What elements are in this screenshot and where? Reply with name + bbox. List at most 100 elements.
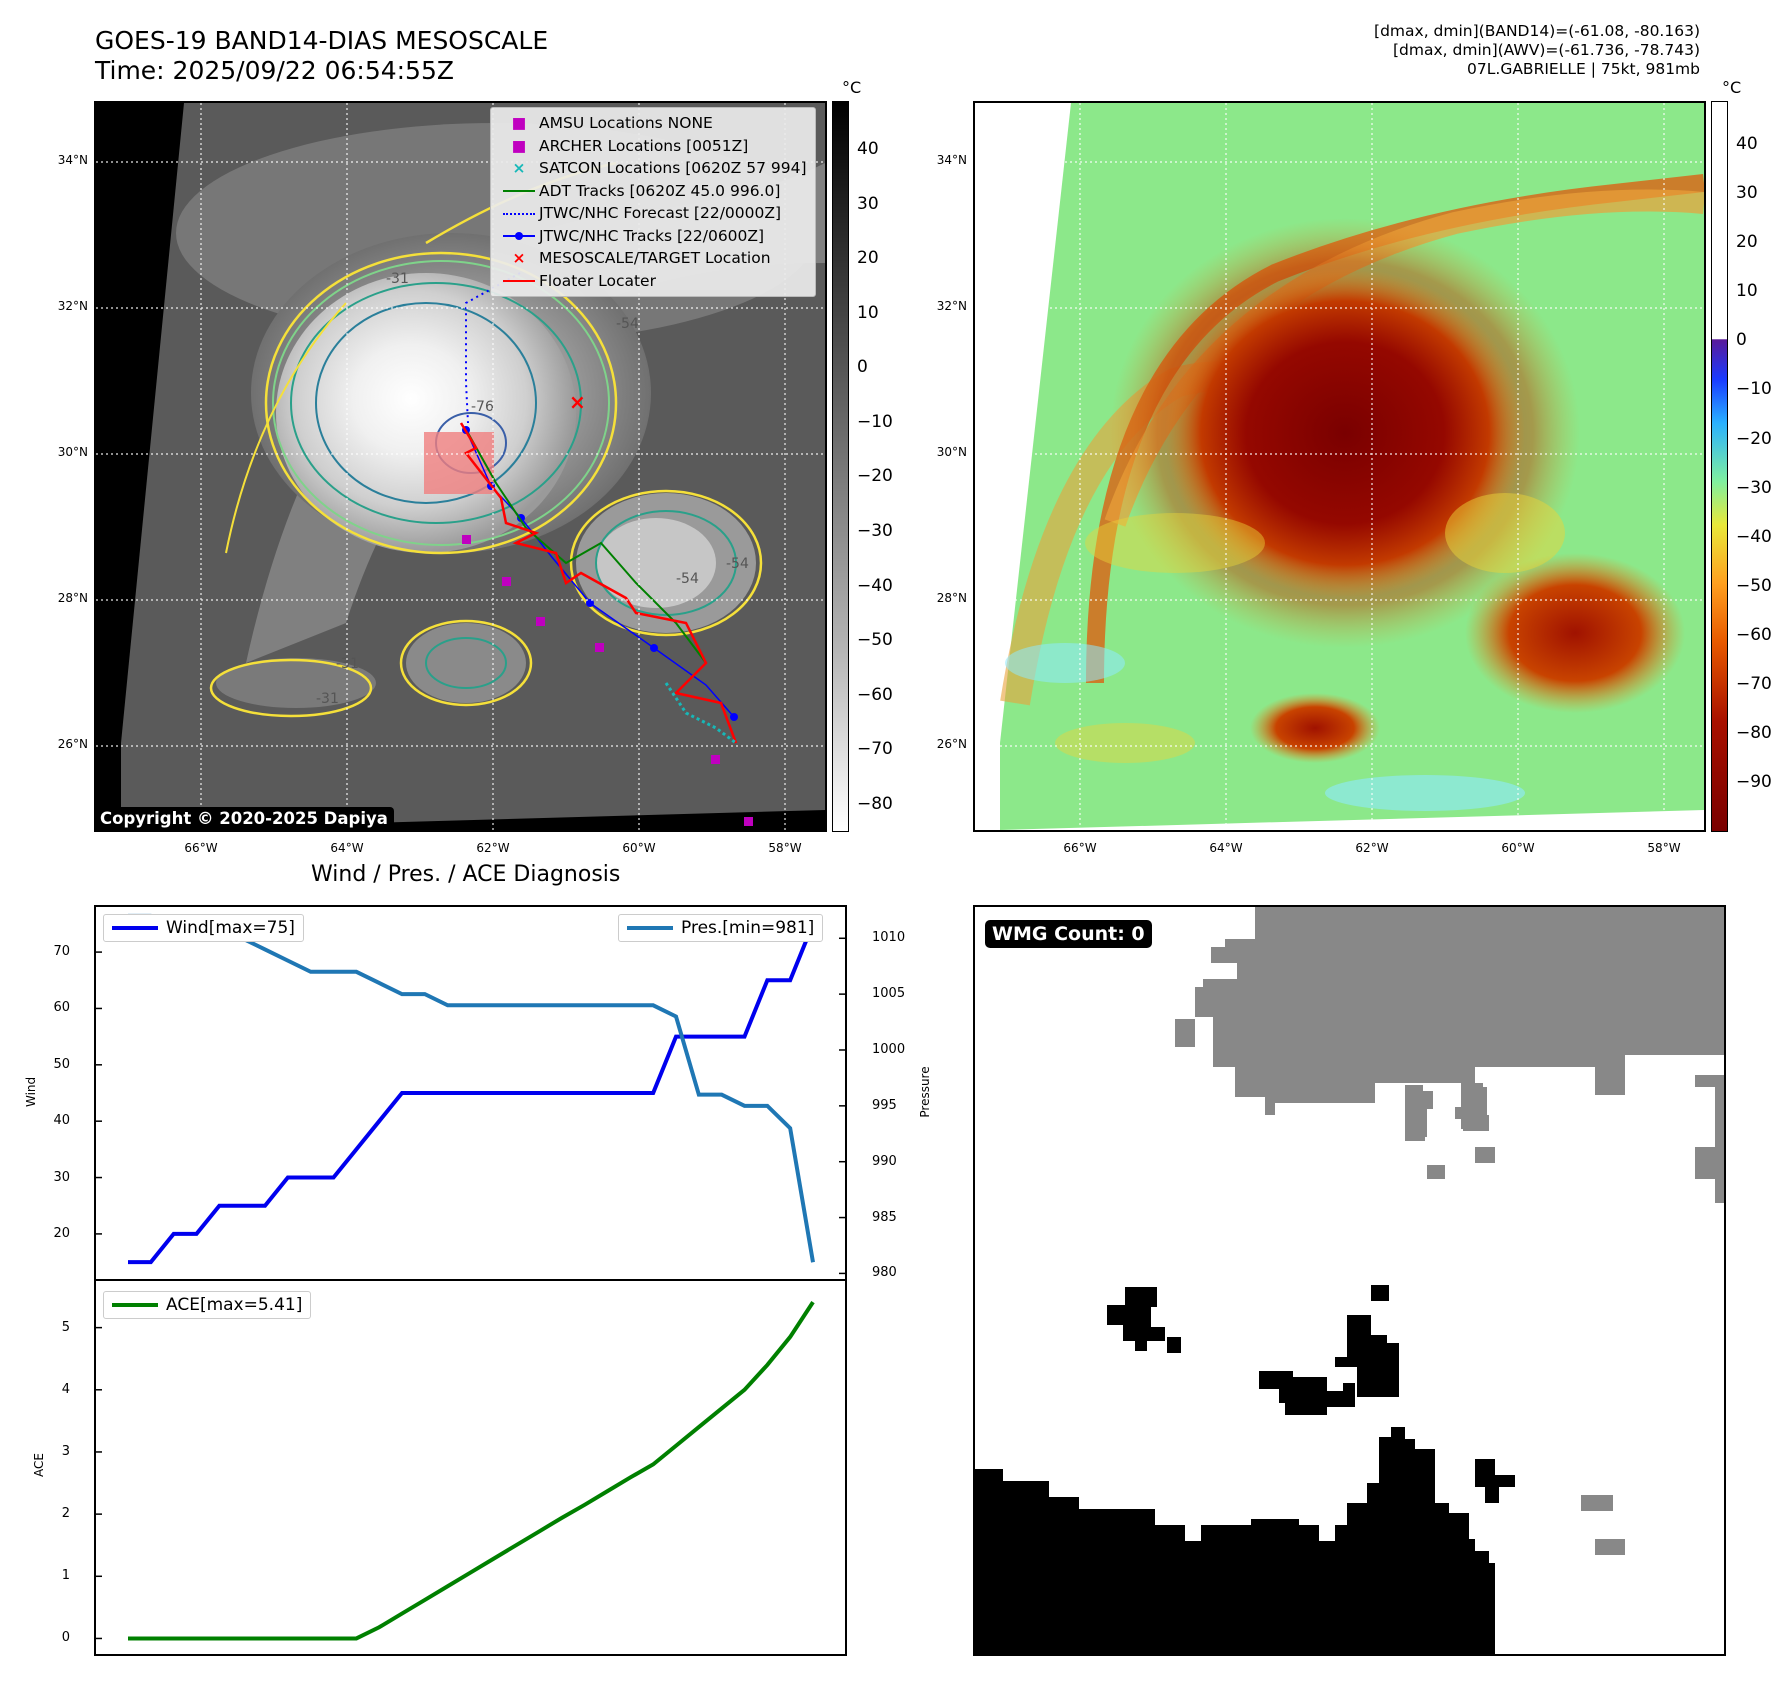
colorbar-tick: −60 [857,684,893,705]
ace-legend: ACE[max=5.41] [103,1291,312,1319]
svg-text:×: × [569,390,586,414]
colorbar-tick: 30 [857,193,879,214]
line-icon [112,1303,158,1307]
wind-pres-chart [94,905,847,1281]
floater-box [424,432,494,494]
colorbar-tick: −20 [1736,428,1772,449]
info-storm: 07L.GABRIELLE | 75kt, 981mb [1467,60,1700,78]
colorbar-tick: −20 [857,466,893,487]
legend-adt: ADT Tracks [0620Z 45.0 996.0] [499,180,807,203]
lat-label: 30°N [936,445,967,459]
diagnosis-title: Wind / Pres. / ACE Diagnosis [311,862,621,887]
colorbar-tick: −50 [1736,575,1772,596]
lon-label: 62°W [1355,841,1389,855]
ace-tick-label: 5 [61,1319,70,1335]
colorbar-tick: −60 [1736,624,1772,645]
contour-label: -54 [726,556,749,572]
legend-forecast: JTWC/NHC Forecast [22/0000Z] [499,202,807,225]
lat-label: 34°N [57,153,88,167]
lon-label: 58°W [768,841,802,855]
ace-line [128,1301,815,1641]
wmg-count-badge: WMG Count: 0 [985,920,1152,948]
lat-label: 28°N [57,591,88,605]
colorbar-unit: °C [1722,78,1742,97]
colorbar-tick: 40 [857,139,879,160]
line-icon [499,270,539,293]
info-band14: [dmax, dmin](BAND14)=(-61.08, -80.163) [1374,22,1700,40]
line-icon [112,926,158,930]
lat-label: 28°N [936,591,967,605]
wind-tick-label: 40 [53,1113,70,1129]
floater-track [459,422,738,744]
colorbar-tick: 30 [1736,183,1758,204]
lat-label: 30°N [57,445,88,459]
title-line-2: Time: 2025/09/22 06:54:55Z [95,56,454,85]
x-marker-icon: × [512,249,526,267]
legend-mesoscale: × MESOSCALE/TARGET Location [499,247,807,270]
pressure-tick-label: 990 [872,1153,897,1169]
legend-floater: Floater Locater [499,270,807,293]
lat-label: 32°N [936,299,967,313]
dotted-line-icon [499,202,539,225]
lon-label: 66°W [1063,841,1097,855]
colorbar-tick: −90 [1736,771,1772,792]
pressure-tick-label: 980 [872,1265,897,1281]
pressure-line [128,913,815,1263]
ace-tick-label: 2 [61,1506,70,1522]
colorbar-tick: −10 [857,411,893,432]
ace-svg [96,1301,815,1641]
colorbar-tick: 20 [1736,232,1758,253]
lat-label: 26°N [57,737,88,751]
lon-label: 62°W [476,841,510,855]
colorbar-tick: −30 [1736,477,1772,498]
colorbar-tick: −70 [1736,673,1772,694]
colorbar-tick: 0 [857,357,868,378]
ace-tick-label: 0 [61,1630,70,1646]
colorbar-tick: −10 [1736,379,1772,400]
contour-label: -54 [676,571,699,587]
wind-tick-label: 30 [53,1169,70,1185]
pressure-tick-label: 1010 [872,930,906,946]
pressure-tick-label: 1005 [872,986,906,1002]
colorbar-tick: −70 [857,739,893,760]
colorbar-tick: 40 [1736,134,1758,155]
wind-tick-label: 60 [53,1000,70,1016]
lon-label: 64°W [330,841,364,855]
legend-amsu: ■ AMSU Locations NONE [499,112,807,135]
map-legend: ■ AMSU Locations NONE ■ ARCHER Locations [… [490,107,816,297]
colorbar-unit: °C [842,78,862,97]
page-title: GOES-19 BAND14-DIAS MESOSCALE Time: 2025… [95,26,548,86]
wind-tick-label: 50 [53,1056,70,1072]
lon-label: 60°W [1501,841,1535,855]
lat-label: 26°N [936,737,967,751]
wind-tick-label: 70 [53,944,70,960]
wind-ylabel: Wind [24,1076,38,1107]
title-line-1: GOES-19 BAND14-DIAS MESOSCALE [95,26,549,55]
storm-info: [dmax, dmin](BAND14)=(-61.08, -80.163) [… [1374,22,1700,79]
lon-label: 64°W [1209,841,1243,855]
legend-satcon: × SATCON Locations [0620Z 57 994] [499,157,807,180]
ace-chart [94,1279,847,1656]
ace-tick-label: 1 [61,1568,70,1584]
dot-line-icon [499,225,539,248]
wind-line [128,923,815,1265]
wmg-panel [973,905,1726,1656]
lon-label: 66°W [184,841,218,855]
info-awv: [dmax, dmin](AWV)=(-61.736, -78.743) [1393,41,1700,59]
square-marker-icon: ■ [511,114,527,132]
legend-tracks: JTWC/NHC Tracks [22/0600Z] [499,225,807,248]
pressure-tick-label: 985 [872,1209,897,1225]
contour-label: -31 [316,691,339,707]
wind-pres-svg [96,913,845,1275]
x-marker-icon: × [512,159,526,177]
awv-colorbar [1711,101,1728,832]
copyright-badge: Copyright © 2020-2025 Dapiya [94,807,394,830]
contour-label: -76 [471,399,494,415]
colorbar-tick: 10 [1736,281,1758,302]
square-marker-icon: ■ [511,136,527,155]
wmg-svg [975,907,1724,1654]
wind-legend: Wind[max=75] [103,914,304,942]
pressure-tick-label: 1000 [872,1041,906,1057]
awv-map-svg [975,103,1704,830]
colorbar-tick: 0 [1736,330,1747,351]
